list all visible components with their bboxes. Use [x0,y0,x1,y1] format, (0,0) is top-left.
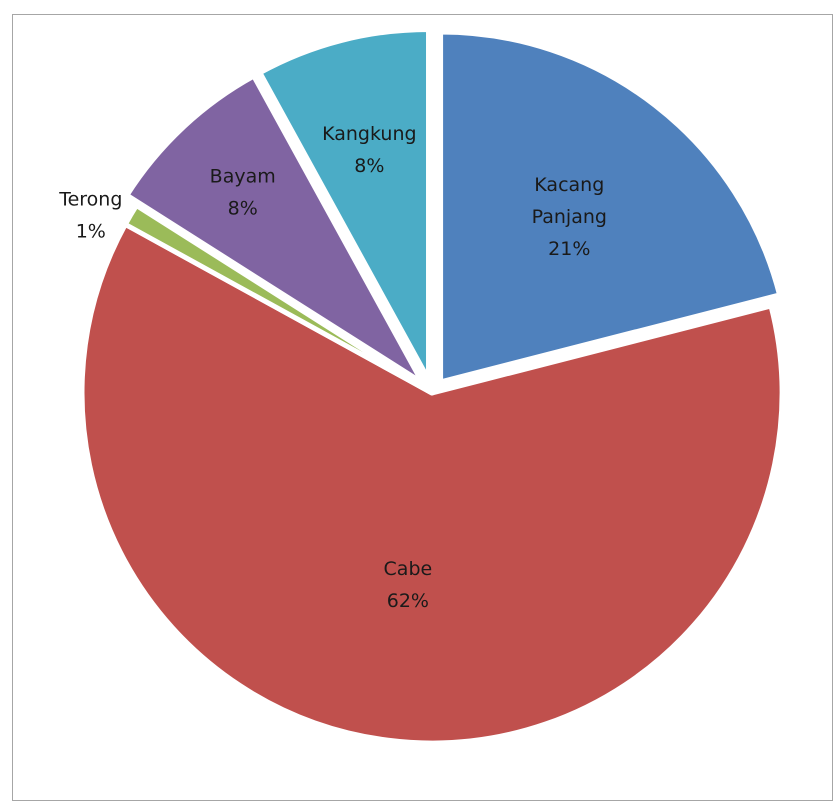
slice-category-label: Panjang [532,206,607,228]
slice-category-label: Bayam [210,165,276,187]
data-label-cabe: Cabe 62% [384,558,433,612]
pie-slice-kangkung [257,26,432,382]
pie-slice-cabe [79,221,785,746]
pie-slice-bayam [124,73,425,386]
data-label-terong: Terong 1% [58,189,122,243]
data-label-kangkung: Kangkung 8% [322,123,416,177]
pie-slice-kacang-panjang [438,29,783,385]
data-label-kacang-panjang: Kacang Panjang 21% [532,174,607,260]
slice-percent-label: 62% [387,590,429,612]
slice-percent-label: 8% [228,197,258,219]
pie-chart: Kacang Panjang 21%Cabe 62%Terong 1%Bayam 8%Ka… [58,26,785,746]
slice-percent-label: 1% [76,221,106,243]
slice-percent-label: 21% [548,238,590,260]
slice-category-label: Kangkung [322,123,416,145]
slice-category-label: Cabe [384,558,433,580]
pie-slices [79,26,785,746]
slice-category-label: Terong [58,189,122,211]
slice-category-label: Kacang [534,174,604,196]
chart-area: Kacang Panjang 21% Cabe 62% Terong 1% Bayam 8% Ka… [12,14,833,801]
data-label-bayam: Bayam 8% [210,165,276,219]
slice-percent-label: 8% [354,155,384,177]
pie-slice-terong [122,202,435,396]
pie-labels: Kacang Panjang 21%Cabe 62%Terong 1%Bayam 8%Ka… [58,123,607,612]
